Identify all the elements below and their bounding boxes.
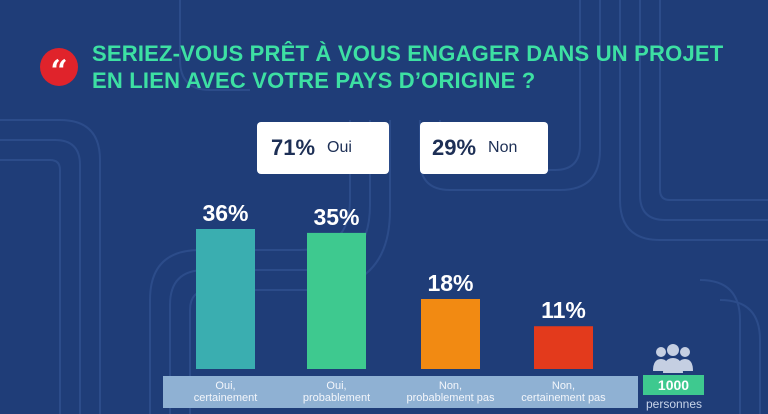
category-label-1: Oui, certainement — [194, 380, 258, 404]
bar-4 — [534, 326, 593, 369]
value-label-4: 11% — [541, 297, 586, 323]
value-label-2: 35% — [313, 204, 359, 230]
question-title: SERIEZ-VOUS PRÊT À VOUS ENGAGER DANS UN … — [92, 41, 724, 93]
category-label-3: Non, probablement pas — [406, 380, 495, 404]
bar-3 — [421, 299, 480, 369]
value-label-3: 18% — [427, 270, 473, 296]
value-label-1: 36% — [202, 200, 248, 226]
bar-1 — [196, 229, 255, 369]
category-label-4: Non, certainement pas — [521, 380, 606, 404]
bar-2 — [307, 232, 366, 369]
summary-card-oui: 71% Oui — [257, 122, 389, 174]
summary-non-label: Non — [488, 139, 518, 156]
summary-non-percent: 29% — [432, 135, 477, 160]
category-label-2: Oui, probablement — [303, 380, 370, 404]
quote-icon: “ — [40, 48, 78, 87]
people-icon — [653, 344, 693, 373]
sample-unit: personnes — [645, 397, 703, 411]
sample-count: 1000 — [643, 375, 704, 395]
summary-oui-percent: 71% — [271, 135, 316, 160]
summary-card-non: 29% Non — [420, 122, 548, 174]
summary-oui-label: Oui — [327, 139, 352, 156]
category-band — [163, 376, 638, 408]
